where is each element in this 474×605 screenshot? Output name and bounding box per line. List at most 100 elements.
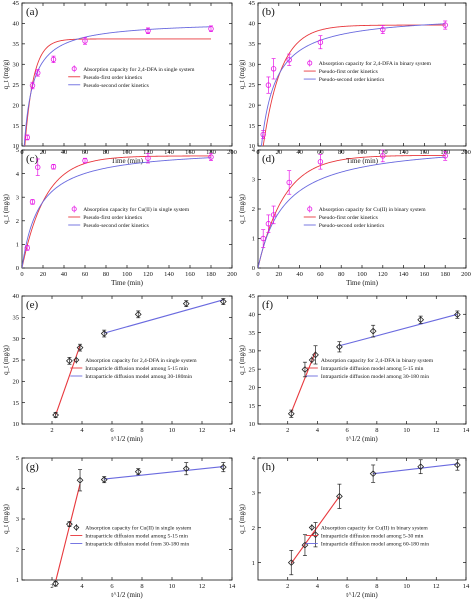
panel-label: (d) — [262, 153, 275, 165]
legend-model1-label: Pseudo-first order kinetics — [319, 214, 378, 221]
data-point — [134, 468, 142, 476]
x-tick-label: 180 — [440, 271, 450, 278]
y-tick-label: 1 — [16, 242, 19, 249]
legend-exp-label: Absorption capacity for 2,4-DFA in binar… — [319, 60, 432, 67]
x-axis-label: Time (min) — [111, 157, 143, 165]
data-point — [380, 26, 386, 33]
data-point — [35, 70, 41, 76]
data-point — [182, 465, 190, 473]
data-point — [24, 245, 30, 251]
legend-model2-label: Intraparticle diffusion model among 60-1… — [321, 541, 429, 548]
data-point — [260, 235, 266, 242]
y-tick-label: 35 — [249, 41, 256, 48]
legend-exp-label: Absorption capacity for 2,4-DFA in singl… — [85, 357, 197, 364]
x-axis-label: t^1/2 (min) — [111, 435, 143, 443]
y-tick-label: 5 — [16, 147, 19, 154]
x-tick-label: 200 — [227, 271, 237, 278]
y-tick-label: 10 — [249, 143, 256, 150]
y-tick-label: 3 — [252, 177, 255, 184]
legend: Absorption capacity for 2,4-DFA in binar… — [303, 59, 432, 83]
data-point — [66, 357, 73, 365]
y-tick-label: 3 — [16, 194, 19, 201]
legend-exp-label: Absorption capacity for Cu(II) in binary… — [321, 525, 429, 532]
x-tick-label: 2 — [286, 427, 289, 434]
x-tick-label: 4 — [80, 583, 84, 590]
y-tick-label: 15 — [249, 403, 256, 410]
pso-curve — [258, 156, 446, 268]
legend: Absorption capacity for 2,4-DFA in singl… — [68, 65, 195, 89]
y-axis-label: q_t (mg/g) — [238, 344, 246, 374]
legend-model1-label: Pseudo-first order kinetics — [83, 74, 142, 81]
data-point — [29, 199, 36, 205]
plot-frame — [257, 295, 467, 425]
x-tick-label: 2 — [50, 583, 53, 590]
x-axis-label: t^1/2 (min) — [111, 591, 143, 599]
data-point — [260, 131, 266, 138]
data-point — [35, 164, 41, 170]
data-point — [66, 520, 73, 528]
y-tick-label: 20 — [13, 379, 20, 386]
plot-area — [55, 299, 224, 416]
y-tick-label: 35 — [249, 330, 256, 337]
panel-label: (f) — [262, 299, 273, 311]
data-point — [208, 26, 214, 32]
y-tick-label: 1 — [252, 560, 255, 567]
x-tick-label: 120 — [378, 271, 388, 278]
y-tick-label: 35 — [13, 315, 20, 322]
data-point — [312, 351, 319, 359]
legend-model1-label: Intraparticle diffusion model among 5-15… — [85, 365, 188, 372]
plot-frame — [257, 457, 467, 581]
x-tick-label: 6 — [110, 583, 114, 590]
legend-model1-label: Pseudo-first order kinetics — [319, 68, 378, 75]
legend-model2-label: Intraparticle diffusion model among 30-1… — [321, 373, 429, 380]
x-tick-label: 40 — [296, 271, 303, 278]
chart-panel-5: 2 4 6 8 10 12 14 10 15 20 25 30 35 40 45 t^1/2 (min) q_t… — [238, 293, 470, 443]
y-tick-label: 25 — [249, 82, 256, 89]
legend-exp-label: Absorption capacity for 2,4-DFA in binar… — [321, 357, 434, 364]
legend-model2-label: Intraparticle diffusion model from 30-18… — [85, 541, 189, 548]
x-tick-label: 6 — [346, 583, 350, 590]
y-axis-label: q_t (mg/g) — [238, 193, 246, 223]
data-point — [287, 559, 295, 566]
y-tick-label: 45 — [249, 0, 256, 7]
data-point — [301, 366, 309, 373]
data-point — [270, 66, 277, 72]
legend-model2-label: Pseudo-second order kinetics — [319, 77, 385, 83]
diffusion-fit-line-2 — [104, 299, 224, 334]
data-point — [336, 343, 343, 351]
y-tick-label: 20 — [249, 102, 256, 109]
x-tick-label: 8 — [375, 427, 378, 434]
legend: Absorption capacity for 2,4-DFA in singl… — [70, 356, 197, 380]
legend: Absorption capacity for Cu(II) in binary… — [305, 524, 429, 548]
x-tick-label: 0 — [20, 271, 23, 278]
data-point — [134, 310, 142, 318]
x-tick-label: 200 — [461, 271, 471, 278]
x-tick-label: 10 — [169, 427, 176, 434]
data-point — [24, 134, 30, 141]
chart-panel-4: 2 4 6 8 10 12 14 10 15 20 25 30 35 40 t^1/2 (min) q_t (… — [2, 293, 236, 443]
y-tick-label: 30 — [13, 336, 20, 343]
data-point — [369, 470, 377, 478]
y-tick-label: 35 — [13, 41, 20, 48]
y-tick-label: 4 — [252, 147, 256, 154]
y-tick-label: 25 — [13, 82, 20, 89]
plot-area — [55, 465, 224, 580]
y-tick-label: 3 — [16, 516, 19, 523]
x-tick-label: 12 — [199, 583, 206, 590]
data-point — [265, 82, 272, 88]
y-axis-label: q_t (mg/g) — [2, 193, 10, 223]
y-tick-label: 25 — [13, 357, 20, 364]
y-tick-label: 2 — [252, 206, 255, 213]
data-point — [29, 82, 36, 89]
legend-model1-label: Intraparticle diffusion model among 5-15… — [321, 365, 424, 372]
data-point — [182, 300, 190, 308]
legend-model2-label: Intraparticle diffusion model among 30-1… — [85, 373, 192, 380]
legend: Absorption capacity for Cu(II) in binary… — [303, 205, 426, 229]
chart-panel-3: 0 20 40 60 80 100 120 140 160 180 200 0 1 2 3 4 Time (mi… — [238, 147, 471, 287]
legend: Absorption capacity for Cu(II) in single… — [70, 524, 192, 548]
diffusion-fit-line-2 — [339, 313, 458, 347]
legend-model2-label: Pseudo-second order kinetics — [83, 83, 149, 89]
data-point — [317, 159, 324, 165]
y-tick-label: 30 — [13, 61, 20, 68]
